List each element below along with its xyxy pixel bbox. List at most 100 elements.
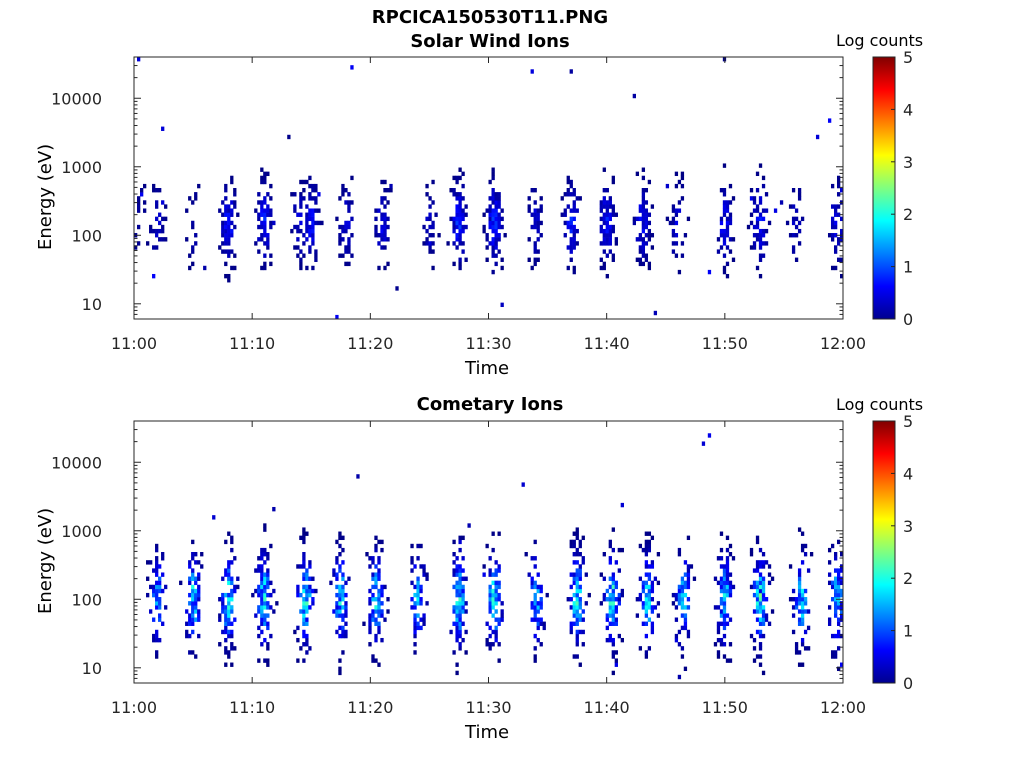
heatmap-cell [293,208,297,213]
heatmap-cell [146,592,150,598]
x-tick-label: 11:30 [465,698,511,717]
heatmap-cell [155,204,159,209]
heatmap-cell [683,617,688,622]
heatmap-cell [449,188,453,193]
heatmap-cell [347,220,351,226]
heatmap-cell [464,601,468,606]
heatmap-cell [161,126,165,131]
heatmap-cell [371,576,375,581]
heatmap-cell [491,196,495,201]
heatmap-cell [185,621,189,626]
heatmap-cell [614,658,618,663]
heatmap-cell [722,642,727,647]
heatmap-cell [221,249,225,254]
heatmap-cell [641,249,646,254]
heatmap-cell [494,609,498,614]
heatmap-cell [380,228,384,234]
heatmap-cell [374,605,378,610]
heatmap-cell [368,642,372,647]
heatmap-cell [830,584,835,590]
heatmap-cell [311,228,315,234]
heatmap-cell [605,613,609,618]
heatmap-cell [611,204,615,209]
heatmap-cell [761,605,766,610]
heatmap-cell [530,212,534,217]
heatmap-cell [602,228,606,234]
heatmap-cell [725,261,730,267]
heatmap-cell [833,212,838,217]
heatmap-cell [230,265,234,271]
heatmap-cell [419,588,423,594]
heatmap-cell [137,57,141,62]
heatmap-cell [191,249,195,254]
heatmap-cell [425,576,429,581]
colorbar-tick-label: 0 [903,674,913,693]
heatmap-cell [725,200,730,205]
heatmap-cell [755,601,760,606]
heatmap-cell [647,265,652,271]
heatmap-cell [233,192,237,197]
heatmap-cell [683,580,688,586]
heatmap-cell [263,572,267,577]
heatmap-cell [542,625,546,631]
heatmap-cell [833,580,838,586]
heatmap-cell [833,249,838,254]
heatmap-cell [797,617,802,622]
heatmap-cell [644,241,649,246]
heatmap-cell [749,212,754,217]
x-tick-label: 11:40 [584,334,630,353]
heatmap-cell [461,597,465,602]
heatmap-cell [602,249,606,254]
heatmap-cell [497,233,501,238]
heatmap-cell [191,576,195,581]
heatmap-cell [305,179,309,185]
heatmap-cell [494,572,498,577]
heatmap-cell [797,241,802,246]
heatmap-cell [671,241,676,246]
heatmap-cell [257,609,261,614]
heatmap-cell [224,621,228,626]
heatmap-cell [266,241,270,246]
heatmap-cell [302,556,306,561]
heatmap-cell [188,633,192,639]
heatmap-cell [350,233,354,238]
heatmap-cell [308,224,312,230]
heatmap-cell [840,552,843,557]
heatmap-cell [308,208,312,213]
heatmap-cell [647,547,652,553]
heatmap-cell [197,597,201,602]
heatmap-cell [491,597,495,602]
heatmap-cell [452,224,456,230]
heatmap-cell [722,601,727,606]
heatmap-cell [836,241,841,246]
heatmap-cell [212,515,216,520]
heatmap-cell [344,261,348,267]
heatmap-cell [263,605,267,610]
heatmap-cell [257,568,261,573]
heatmap-cell [164,216,168,222]
heatmap-cell [227,617,231,622]
heatmap-cell [293,224,297,230]
heatmap-cell [728,617,733,622]
heatmap-cell [491,228,495,234]
heatmap-cell [611,572,615,577]
heatmap-cell [413,613,417,618]
heatmap-cell [575,609,579,614]
heatmap-cell [266,580,270,586]
heatmap-cell [290,228,294,234]
heatmap-cell [338,597,342,602]
heatmap-cell [572,543,576,549]
heatmap-cell [572,233,576,238]
heatmap-cell [602,576,606,581]
panel-1-xlabel: Time [465,358,510,379]
heatmap-cell [527,237,531,242]
heatmap-cell [650,605,655,610]
heatmap-cell [455,233,459,238]
heatmap-cell [263,527,267,532]
heatmap-cell [260,572,264,577]
heatmap-cell [416,576,420,581]
heatmap-cell [161,224,165,230]
heatmap-cell [794,208,799,213]
heatmap-cell [608,605,612,610]
heatmap-cell [674,212,679,217]
